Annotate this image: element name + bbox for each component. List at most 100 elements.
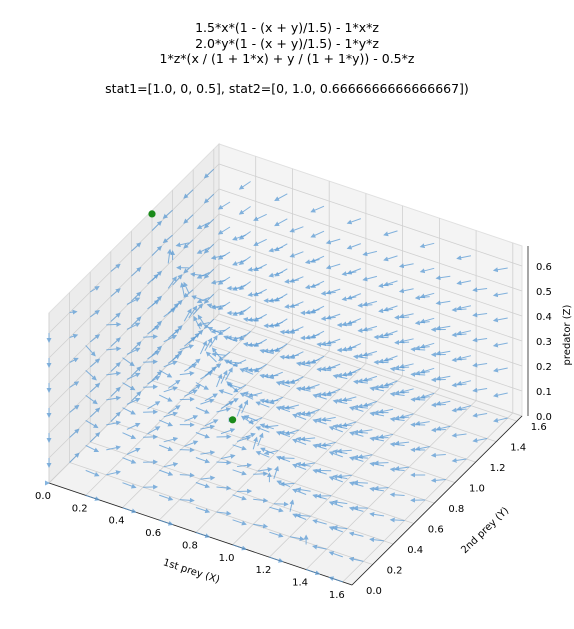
- vector-arrow: [492, 292, 508, 298]
- vector-arrow: [192, 303, 204, 315]
- vector-arrow: [357, 378, 373, 384]
- vector-arrow: [253, 471, 269, 477]
- vector-arrow: [239, 392, 254, 400]
- vector-arrow: [389, 416, 405, 422]
- vector-arrow: [292, 513, 307, 520]
- vector-arrow: [399, 338, 414, 344]
- vector-arrow: [378, 383, 394, 389]
- vector-arrow: [394, 465, 410, 471]
- grid-line-z: [48, 313, 523, 484]
- vector-arrow: [357, 302, 373, 308]
- vector-arrow: [357, 428, 373, 434]
- vector-arrow: [362, 300, 378, 307]
- vector-arrow: [159, 519, 174, 526]
- vector-arrow: [492, 342, 508, 348]
- vector-arrow: [456, 405, 472, 411]
- vector-arrow: [312, 443, 327, 450]
- vector-arrow: [147, 401, 161, 410]
- vector-arrow: [69, 309, 78, 315]
- vector-arrow: [419, 292, 435, 299]
- vector-arrow: [269, 396, 284, 404]
- vector-arrow: [399, 413, 414, 419]
- vector-arrow: [151, 220, 163, 231]
- y-tick-labels: 0.0 0.2 0.4 0.6 0.8 1.0 1.2 1.4 1.6: [366, 422, 547, 597]
- vector-arrow: [131, 366, 142, 377]
- vector-arrow: [211, 347, 222, 359]
- vector-arrow: [259, 423, 274, 430]
- vector-arrow: [203, 168, 215, 179]
- vector-arrow: [167, 248, 172, 264]
- vector-arrow: [183, 336, 196, 347]
- vector-arrow: [394, 314, 410, 320]
- vector-arrow: [369, 411, 385, 417]
- x-tick-labels: 0.0 0.2 0.4 0.6 0.8 1.0 1.2 1.4 1.6: [35, 491, 345, 601]
- vector-arrow: [158, 394, 173, 402]
- vector-arrow: [341, 321, 357, 327]
- vector-arrow: [325, 263, 341, 270]
- vector-arrow: [223, 335, 238, 342]
- vector-arrow: [493, 392, 508, 398]
- vector-arrow: [289, 351, 304, 359]
- vector-arrow: [451, 407, 467, 413]
- vector-arrow: [232, 259, 247, 266]
- title-line-1: 1.5*x*(1 - (x + y)/1.5) - 1*x*z: [195, 20, 379, 35]
- vector-arrow: [295, 487, 311, 493]
- vector-arrow: [110, 362, 121, 372]
- vector-arrow: [253, 497, 269, 503]
- vector-arrow: [196, 222, 210, 229]
- vector-arrow: [180, 282, 185, 297]
- vector-arrow: [336, 448, 352, 454]
- vector-arrow: [143, 359, 158, 365]
- vector-arrow: [183, 264, 194, 274]
- vector-arrow: [394, 415, 410, 421]
- vector-arrow: [279, 329, 295, 335]
- vector-arrow: [163, 335, 178, 343]
- vector-arrow: [369, 386, 385, 392]
- vector-arrow: [419, 317, 435, 324]
- vector-arrow: [175, 242, 189, 248]
- vector-arrow: [304, 259, 320, 265]
- vector-arrow: [211, 351, 226, 357]
- vector-arrow: [184, 363, 198, 372]
- vector-arrow: [242, 317, 258, 322]
- vector-arrow: [292, 413, 307, 420]
- vector-arrow: [435, 275, 451, 281]
- vector-arrow: [159, 494, 174, 501]
- vector-arrow: [200, 424, 216, 430]
- vector-arrow: [143, 334, 158, 340]
- vector-arrow: [295, 386, 311, 392]
- vector-arrow: [430, 452, 446, 458]
- vector-arrow: [122, 482, 137, 489]
- vector-arrow: [451, 382, 467, 388]
- vector-arrow: [430, 477, 446, 483]
- vector-arrow: [348, 531, 364, 537]
- vector-arrow: [373, 485, 389, 491]
- vector-arrow: [131, 242, 142, 252]
- vector-arrow: [85, 345, 96, 357]
- vector-arrow: [253, 238, 267, 246]
- vector-arrow: [430, 402, 446, 408]
- vector-arrow: [242, 341, 258, 347]
- vector-arrow: [389, 391, 405, 397]
- vector-arrow: [269, 531, 284, 538]
- vector-arrow: [163, 462, 179, 468]
- vector-arrow: [320, 341, 336, 347]
- y-axis-line: [351, 415, 523, 586]
- vector-arrow: [179, 344, 195, 351]
- vector-arrow: [195, 432, 210, 439]
- vector-arrow: [316, 342, 332, 348]
- vector-arrow: [126, 372, 141, 380]
- vector-arrow: [263, 373, 279, 379]
- vector-arrow: [183, 289, 194, 298]
- vector-arrow: [85, 444, 100, 453]
- vector-arrow: [383, 230, 398, 237]
- vector-arrow: [255, 451, 270, 458]
- grid-line-z: [48, 213, 523, 384]
- vector-arrow: [362, 350, 378, 357]
- vector-arrow: [232, 234, 247, 241]
- vector-arrow: [357, 454, 373, 459]
- vector-arrow: [232, 309, 247, 316]
- vector-arrow: [275, 406, 291, 413]
- vector-arrow: [310, 205, 325, 213]
